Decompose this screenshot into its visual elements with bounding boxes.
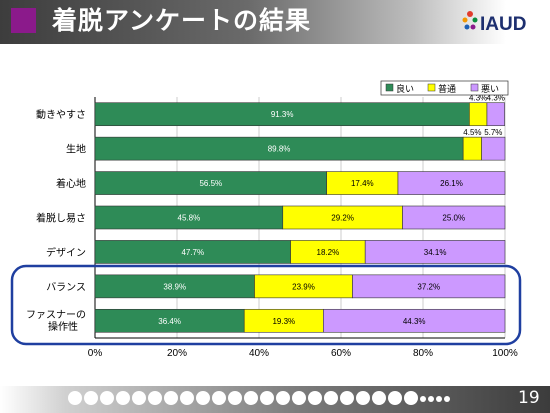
legend-label: 悪い [481, 84, 499, 95]
bar-segment [486, 102, 505, 127]
footer-dot [228, 391, 242, 405]
x-tick-label: 60% [331, 348, 351, 359]
data-label: 45.8% [178, 214, 201, 223]
data-label: 19.3% [272, 317, 295, 326]
data-label: 91.3% [271, 110, 294, 119]
footer-dot [420, 396, 426, 402]
footer-dot [100, 391, 114, 405]
data-label: 25.0% [442, 214, 465, 223]
data-label: 89.8% [268, 145, 291, 154]
data-label: 26.1% [440, 179, 463, 188]
data-label: 4.3% [487, 94, 505, 103]
category-label: 生地 [66, 143, 86, 156]
legend-label: 普通 [438, 83, 456, 95]
category-label: 動きやすさ [36, 108, 86, 121]
footer-dot [340, 391, 354, 405]
data-label: 34.1% [424, 248, 447, 257]
category-label: 着心地 [56, 177, 86, 190]
footer-dot [356, 391, 370, 405]
data-label: 4.3% [469, 94, 487, 103]
data-label: 18.2% [317, 248, 340, 257]
title-bar: 着脱アンケートの結果 [0, 0, 550, 44]
title-square-icon [11, 8, 36, 33]
bar-segment [352, 274, 506, 299]
x-tick-label: 40% [249, 348, 269, 359]
data-label: 36.4% [158, 317, 181, 326]
category-label: ファスナーの操作性 [26, 309, 86, 333]
footer-dot [444, 396, 450, 402]
data-label: 5.7% [484, 128, 502, 137]
bar-segment [462, 136, 482, 161]
page-number: 19 [518, 388, 540, 408]
data-label: 23.9% [292, 282, 315, 291]
bar-segment [397, 171, 506, 195]
footer-dot [180, 391, 194, 405]
footer-dot [324, 391, 338, 405]
slide-title: 着脱アンケートの結果 [52, 6, 312, 35]
bar-segment [469, 102, 488, 127]
x-tick-label: 20% [167, 348, 187, 359]
data-label: 17.4% [351, 179, 374, 188]
data-label: 37.2% [417, 282, 440, 291]
legend: 良い 普通 悪い [380, 80, 509, 96]
legend-swatch [385, 83, 394, 92]
category-label: 着脱し易さ [36, 212, 86, 225]
highlight-frame [10, 264, 522, 346]
footer-dot [68, 391, 82, 405]
bar-segment [323, 308, 506, 333]
x-tick-label: 80% [413, 348, 433, 359]
footer-dot [428, 396, 434, 402]
data-label: 56.5% [199, 179, 222, 188]
footer-dot [164, 391, 178, 405]
bar-segment [364, 240, 506, 264]
footer-bar: 19 [0, 386, 550, 413]
x-tick-label: 0% [88, 348, 103, 359]
footer-dot [196, 391, 210, 405]
data-label: 29.2% [331, 214, 354, 223]
category-label: バランス [46, 281, 86, 293]
footer-dot [436, 396, 442, 402]
footer-dots [68, 391, 450, 405]
iaud-logo: IAUD [462, 11, 526, 34]
footer-dot [212, 391, 226, 405]
footer-dot [276, 391, 290, 405]
footer-dot [292, 391, 306, 405]
footer-dot [404, 391, 418, 405]
bar-segment [402, 205, 506, 230]
bar-segment [481, 136, 506, 161]
footer-dot [372, 391, 386, 405]
x-tick-label: 100% [492, 348, 518, 359]
footer-dot [132, 391, 146, 405]
data-label: 4.5% [463, 128, 481, 137]
category-label: デザイン [46, 246, 86, 259]
data-label: 44.3% [403, 317, 426, 326]
legend-swatch [470, 83, 479, 92]
footer-dot [116, 391, 130, 405]
footer-dot [388, 391, 402, 405]
legend-swatch [427, 83, 436, 92]
data-label: 47.7% [181, 248, 204, 257]
data-label: 38.9% [163, 282, 186, 291]
footer-dot [148, 391, 162, 405]
footer-dot [260, 391, 274, 405]
footer-dot [244, 391, 258, 405]
x-axis-ticks: 0% 20% 40% 60% 80% 100% [88, 348, 518, 359]
stacked-bar-chart: 91.3% 4.3% 4.3% 89.8% 4.5% 5.7% 56.5% 17.4% 26.1… [10, 80, 522, 359]
legend-label: 良い [396, 83, 414, 95]
footer-dot [84, 391, 98, 405]
bars-group: 91.3% 4.3% 4.3% 89.8% 4.5% 5.7% 56.5% 17.4% 26.1… [94, 94, 506, 333]
footer-dot [308, 391, 322, 405]
logo-text: IAUD [480, 14, 526, 34]
